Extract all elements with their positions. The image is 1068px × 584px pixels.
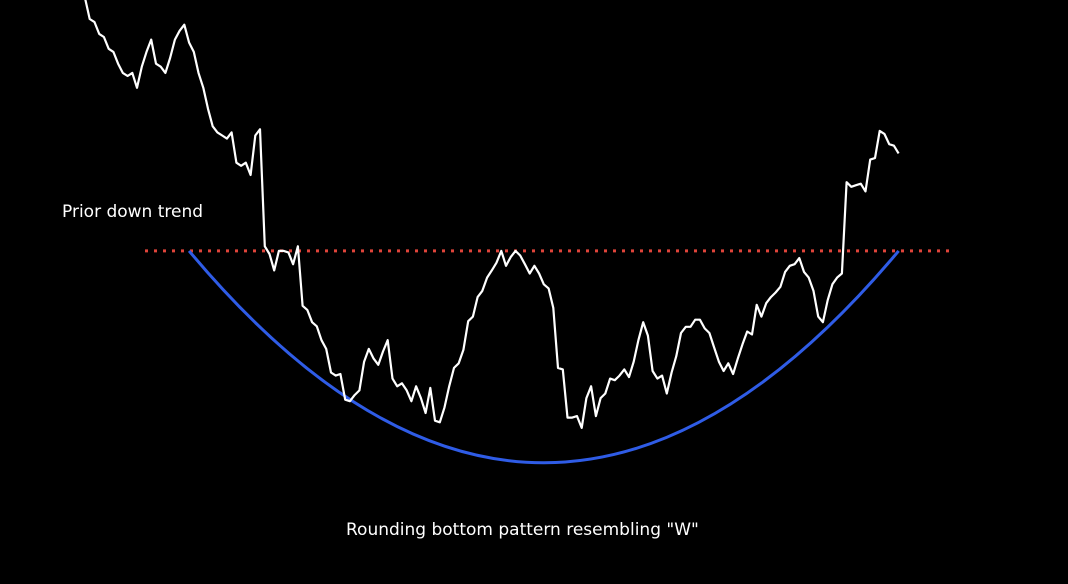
rounding-bottom-pattern-label: Rounding bottom pattern resembling "W": [346, 520, 699, 540]
prior-down-trend-label: Prior down trend: [62, 202, 203, 222]
rounding-bottom-curve: [187, 249, 900, 465]
price-series-line: [84, 0, 900, 429]
